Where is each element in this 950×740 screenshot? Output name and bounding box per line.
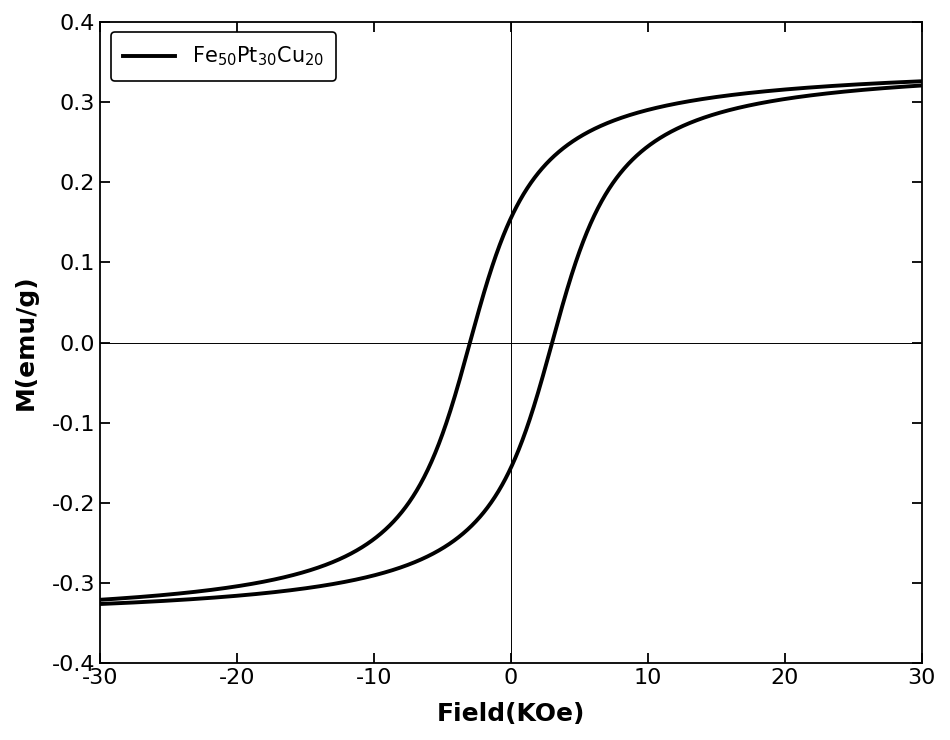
Legend: Fe$_{50}$Pt$_{30}$Cu$_{20}$: Fe$_{50}$Pt$_{30}$Cu$_{20}$: [110, 33, 336, 81]
Y-axis label: M(emu/g): M(emu/g): [14, 275, 38, 411]
X-axis label: Field(KOe): Field(KOe): [437, 702, 585, 726]
